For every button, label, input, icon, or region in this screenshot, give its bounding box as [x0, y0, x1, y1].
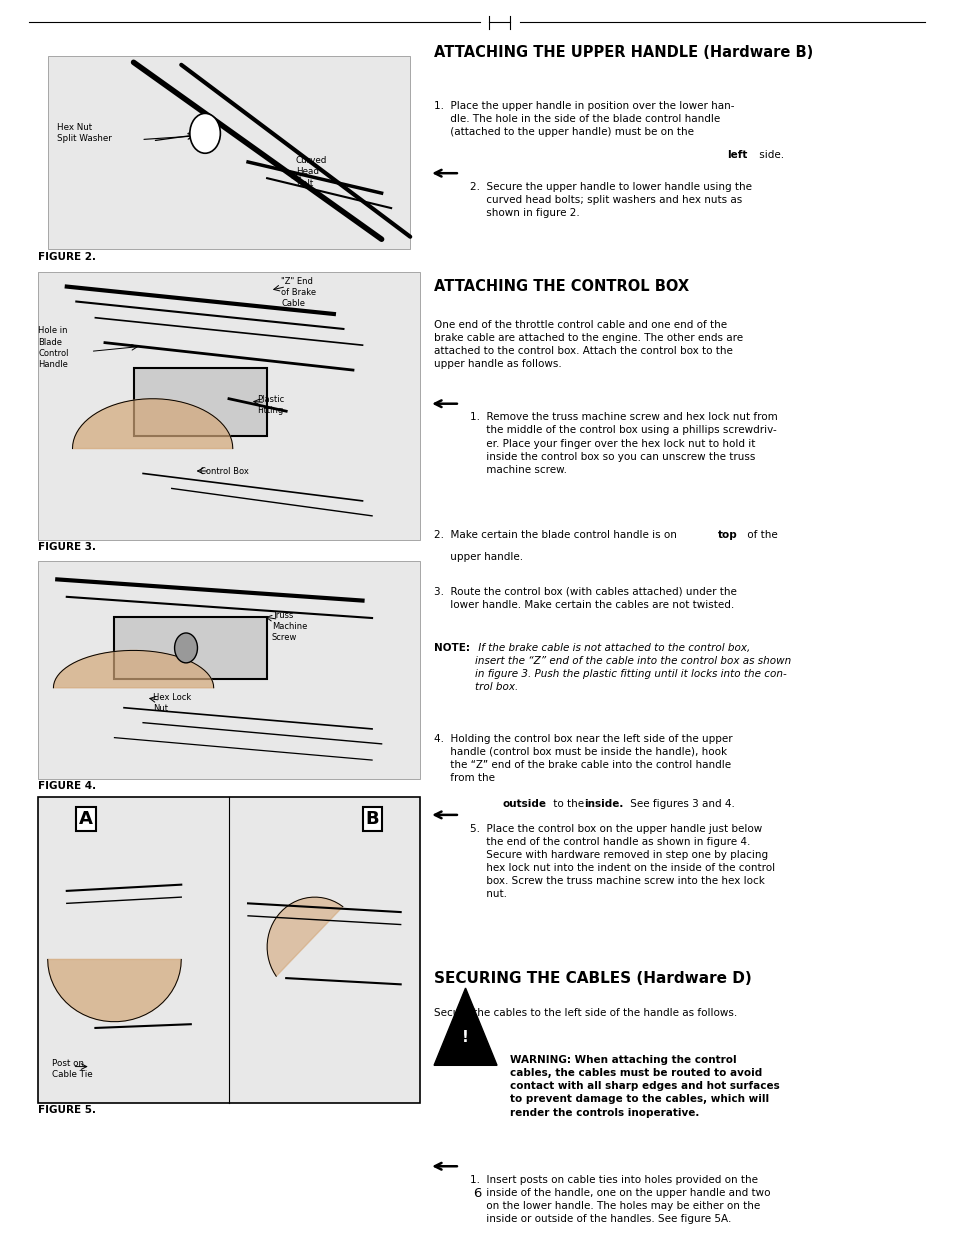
Text: 4.  Holding the control box near the left side of the upper
     handle (control: 4. Holding the control box near the left… [434, 734, 732, 782]
Text: 2.  Make certain the blade control handle is on: 2. Make certain the blade control handle… [434, 530, 679, 540]
Text: If the brake cable is not attached to the control box,
insert the “Z” end of the: If the brake cable is not attached to th… [475, 643, 790, 692]
Text: of the: of the [743, 530, 777, 540]
Text: 2.  Secure the upper handle to lower handle using the
     curved head bolts; sp: 2. Secure the upper handle to lower hand… [470, 182, 752, 218]
Text: 1.  Place the upper handle in position over the lower han-
     dle. The hole in: 1. Place the upper handle in position ov… [434, 101, 734, 137]
Text: Control Box: Control Box [200, 467, 249, 476]
Text: See figures 3 and 4.: See figures 3 and 4. [626, 799, 734, 809]
Text: top: top [718, 530, 738, 540]
Text: FIGURE 4.: FIGURE 4. [38, 781, 96, 791]
Polygon shape [48, 959, 181, 1022]
Text: SECURING THE CABLES (Hardware D): SECURING THE CABLES (Hardware D) [434, 971, 751, 986]
Bar [38, 797, 419, 1103]
Polygon shape [267, 897, 342, 977]
Text: side.: side. [755, 150, 782, 159]
Text: Hex Lock
Nut: Hex Lock Nut [152, 693, 191, 713]
Text: inside.: inside. [583, 799, 622, 809]
Text: "Z" End
of Brake
Cable: "Z" End of Brake Cable [281, 277, 316, 308]
Text: 1.  Insert posts on cable ties into holes provided on the
     inside of the han: 1. Insert posts on cable ties into holes… [470, 1175, 770, 1224]
Bar [38, 272, 419, 540]
Text: !: ! [461, 1030, 469, 1045]
Text: One end of the throttle control cable and one end of the
brake cable are attache: One end of the throttle control cable an… [434, 320, 742, 369]
Text: Plastic
Fitting: Plastic Fitting [257, 395, 285, 415]
Text: NOTE:: NOTE: [434, 643, 470, 653]
Text: Hole in
Blade
Control
Handle: Hole in Blade Control Handle [38, 326, 69, 369]
Text: 5.  Place the control box on the upper handle just below
     the end of the con: 5. Place the control box on the upper ha… [470, 824, 775, 898]
Text: 6: 6 [473, 1187, 480, 1200]
Text: FIGURE 2.: FIGURE 2. [38, 252, 96, 262]
Text: to the: to the [550, 799, 587, 809]
Text: Hex Nut
Split Washer: Hex Nut Split Washer [57, 123, 112, 143]
Text: upper handle.: upper handle. [434, 552, 522, 562]
Bar [38, 561, 419, 779]
Bar [133, 368, 267, 436]
Bar [48, 56, 410, 249]
Circle shape [174, 633, 197, 663]
Text: FIGURE 3.: FIGURE 3. [38, 542, 96, 552]
Text: outside: outside [502, 799, 546, 809]
Text: FIGURE 5.: FIGURE 5. [38, 1105, 96, 1115]
Text: 3.  Route the control box (with cables attached) under the
     lower handle. Ma: 3. Route the control box (with cables at… [434, 587, 736, 609]
Text: B: B [365, 810, 378, 827]
Text: WARNING: When attaching the control
cables, the cables must be routed to avoid
c: WARNING: When attaching the control cabl… [510, 1055, 780, 1118]
Text: left: left [726, 150, 746, 159]
Text: ATTACHING THE UPPER HANDLE (Hardware B): ATTACHING THE UPPER HANDLE (Hardware B) [434, 45, 813, 60]
Text: A: A [79, 810, 92, 827]
Text: Truss
Machine
Screw: Truss Machine Screw [272, 611, 307, 642]
Text: 1.  Remove the truss machine screw and hex lock nut from
     the middle of the : 1. Remove the truss machine screw and he… [470, 412, 778, 475]
Text: Post on
Cable Tie: Post on Cable Tie [52, 1059, 93, 1079]
Circle shape [190, 113, 220, 153]
Polygon shape [53, 650, 213, 688]
Polygon shape [72, 399, 233, 449]
Polygon shape [434, 988, 497, 1065]
Bar [114, 617, 267, 679]
Text: Curved
Head
Bolt: Curved Head Bolt [295, 156, 327, 188]
Text: Secure the cables to the left side of the handle as follows.: Secure the cables to the left side of th… [434, 1008, 737, 1018]
Text: ATTACHING THE CONTROL BOX: ATTACHING THE CONTROL BOX [434, 279, 688, 294]
